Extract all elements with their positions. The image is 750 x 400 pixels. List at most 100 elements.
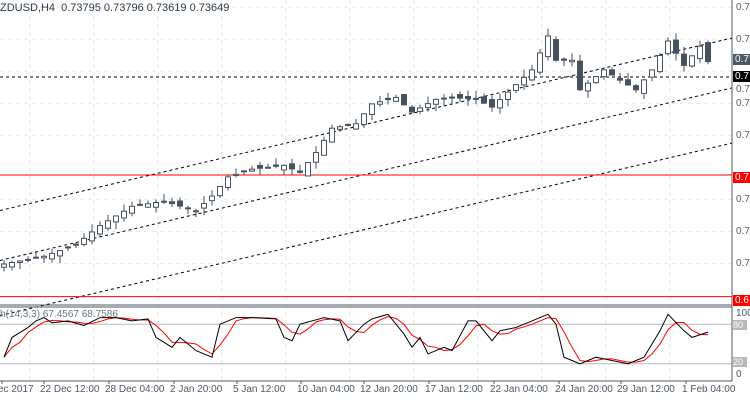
stoch-level-80: 80 [733,320,747,330]
candle-bull [113,215,119,223]
time-axis-label: 24 Jan 20:00 [555,384,613,395]
candle-bull [353,123,359,130]
candle-bull [49,252,55,260]
candle-bear [185,207,191,210]
time-axis-label: 1 Feb 04:00 [682,384,736,395]
candle-bear [705,42,711,63]
candle-bull [145,203,151,208]
price-axis-label: 0.7 [736,194,750,206]
candle-bear [633,85,639,91]
candle-bull [521,76,527,86]
candle-bear [457,93,463,99]
candle-bear [289,163,295,170]
candle-bull [697,45,703,60]
candle-bear [489,99,495,108]
candle-bull [641,79,647,94]
support-price-tag: 0.7 [733,172,750,183]
price-axis-label: 0.7 [736,2,750,14]
candle-bear [241,170,247,173]
candle-bull [505,91,511,101]
stochastic-label: h(14,3,3) 67.4567 68.7586 [0,309,118,320]
price-axis-label: 0.7 [736,98,750,110]
candle-bear [481,96,487,104]
candle-bear [65,246,71,249]
candle-bear [609,69,615,76]
candle-bear [401,94,407,106]
candle-bear [345,123,351,126]
candle-bull [321,139,327,156]
price-axis-label: 0.7 [736,130,750,142]
candle-bull [1,263,7,268]
drawn-lines [0,37,733,317]
candle-bull [57,250,63,257]
candle-bull [41,255,47,259]
candle-bear [137,203,143,206]
candle-bull [593,76,599,84]
stochastic-panel [0,313,732,365]
candle-bull [225,176,231,189]
candle-bull [665,40,671,55]
candle-bull [81,237,87,245]
time-axis-label: 10 Jan 04:00 [297,384,355,395]
stoch-level-20: 20 [733,357,747,367]
candle-bull [313,152,319,163]
time-axis-label: 17 Jan 12:00 [425,384,483,395]
candle-bull [329,127,335,143]
candle-bear [441,97,447,100]
candle-bull [361,113,367,125]
candle-bull [305,161,311,177]
candle-bull [265,166,271,169]
candle-bear [625,79,631,86]
candle-bull [529,69,535,81]
candle-bull [545,35,551,58]
stoch-main-line [3,313,709,365]
stoch-level-0: 0 [736,369,742,380]
price-axis-label: 0.7 [736,258,750,270]
time-axis-label: 28 Dec 04:00 [105,384,165,395]
candle-bull [105,220,111,229]
candle-bull [537,52,543,73]
time-axis-label: 2 Jan 20:00 [170,384,223,395]
candle-bull [369,103,375,115]
candle-bear [273,164,279,167]
candle-bull [513,84,519,91]
candle-bull [161,200,167,203]
hline-price-tag: 0.7 [733,71,750,82]
candle-bull [9,261,15,268]
candle-bull [377,101,383,105]
candle-bear [177,200,183,207]
candle-bull [497,99,503,109]
time-axis-label: 22 Jan 04:00 [490,384,548,395]
candle-bear [169,201,175,205]
candle-bull [249,168,255,172]
time-axis-label: 29 Jan 12:00 [617,384,675,395]
stoch-level-100: 100 [736,308,750,319]
time-axis-label: 22 Dec 12:00 [40,384,100,395]
candle-bear [449,96,455,99]
candle-bear [385,97,391,101]
candle-bull [433,98,439,105]
channel-line [0,87,733,261]
candle-bull [121,210,127,219]
time-axis-label: 5 Jan 12:00 [233,384,286,395]
candle-bull [17,260,23,263]
candle-bear [73,243,79,246]
candle-bull [217,185,223,197]
time-axis-label: ec 2017 [0,384,34,395]
candle-bull [281,164,287,171]
candle-bear [33,256,39,259]
current-price-tag: 0.7 [733,54,750,65]
candle-bear [465,96,471,100]
time-axis-label: 12 Jan 20:00 [360,384,418,395]
channel-line [0,142,733,317]
candle-bull [425,103,431,109]
candle-bull [233,173,239,176]
candle-bull [601,69,607,78]
candle-bear [617,77,623,81]
symbol-info: ZDUSD,H4 0.73795 0.73796 0.73619 0.73649 [0,2,230,14]
candle-bear [297,170,303,173]
candle-bull [569,59,575,63]
candle-bull [209,195,215,202]
channel-line [0,37,733,211]
